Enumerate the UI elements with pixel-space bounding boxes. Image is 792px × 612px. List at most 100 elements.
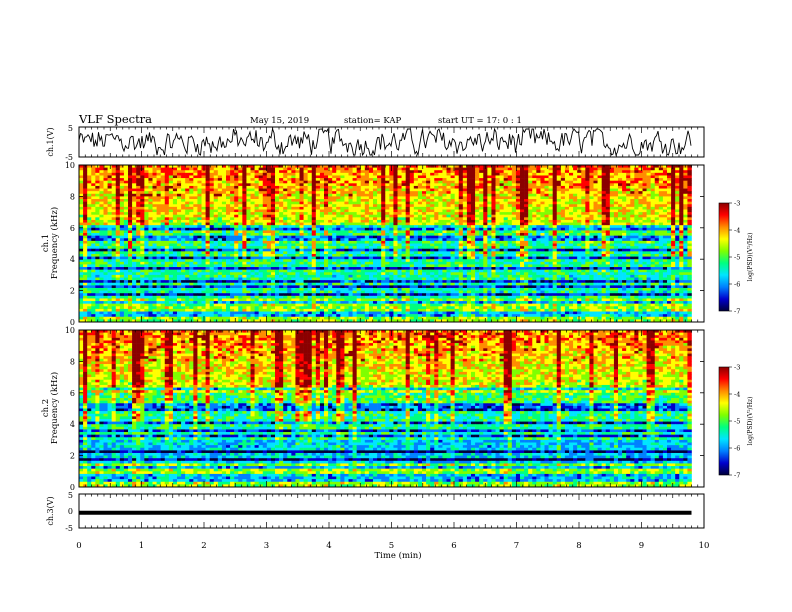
- spec-cell: [246, 212, 250, 215]
- spec-cell: [626, 183, 630, 186]
- spec-cell: [238, 249, 242, 252]
- spec-cell: [287, 186, 291, 189]
- spec-cell: [398, 238, 402, 241]
- spec-cell: [148, 183, 152, 186]
- spec-cell: [610, 246, 614, 249]
- spec-cell: [447, 189, 451, 192]
- spec-cell: [626, 191, 630, 194]
- spec-cell: [353, 244, 357, 247]
- spec-cell: [136, 194, 140, 197]
- spec-cell: [561, 246, 565, 249]
- spec-cell: [116, 196, 120, 199]
- spec-cell: [267, 236, 271, 239]
- spec-cell: [116, 215, 120, 218]
- spec-cell: [132, 207, 136, 210]
- spec-cell: [210, 173, 214, 176]
- spec-cell: [251, 223, 255, 226]
- spec-cell: [234, 217, 238, 220]
- spec-cell: [283, 181, 287, 184]
- spec-cell: [128, 230, 132, 233]
- spec-cell: [177, 178, 181, 181]
- spec-cell: [683, 209, 687, 212]
- spec-cell: [79, 181, 83, 184]
- spec-cell: [202, 178, 206, 181]
- spec-cell: [569, 215, 573, 218]
- spec-cell: [438, 194, 442, 197]
- spec-cell: [316, 217, 320, 220]
- spec-cell: [91, 196, 95, 199]
- spec-cell: [683, 181, 687, 184]
- spec-cell: [430, 168, 434, 171]
- spec-cell: [210, 183, 214, 186]
- spec-cell: [267, 202, 271, 205]
- spec-cell: [447, 209, 451, 212]
- spec-cell: [128, 170, 132, 173]
- spec-cell: [242, 217, 246, 220]
- spec-cell: [528, 186, 532, 189]
- spec-cell: [418, 230, 422, 233]
- spec-cell: [324, 168, 328, 171]
- spec-cell: [361, 249, 365, 252]
- spec-cell: [475, 191, 479, 194]
- spec-cell: [557, 191, 561, 194]
- spec-cell: [377, 236, 381, 239]
- spec-cell: [467, 199, 471, 202]
- spec-cell: [144, 196, 148, 199]
- spec-cell: [287, 209, 291, 212]
- spec-cell: [626, 204, 630, 207]
- spec-cell: [132, 212, 136, 215]
- spec-cell: [426, 170, 430, 173]
- spec-cell: [622, 225, 626, 228]
- spec-cell: [553, 233, 557, 236]
- spec-cell: [165, 189, 169, 192]
- spec-cell: [320, 230, 324, 233]
- spec-cell: [500, 238, 504, 241]
- spec-cell: [459, 225, 463, 228]
- spec-cell: [165, 168, 169, 171]
- spec-cell: [353, 170, 357, 173]
- spec-cell: [634, 223, 638, 226]
- spec-cell: [455, 183, 459, 186]
- spec-cell: [308, 225, 312, 228]
- spec-cell: [524, 189, 528, 192]
- spec-cell: [414, 181, 418, 184]
- spec-cell: [418, 228, 422, 231]
- spec-cell: [255, 220, 259, 223]
- spec-cell: [128, 168, 132, 171]
- spec-cell: [467, 225, 471, 228]
- spec-cell: [663, 191, 667, 194]
- spec-cell: [153, 175, 157, 178]
- spec-cell: [157, 217, 161, 220]
- spec-cell: [389, 202, 393, 205]
- spec-cell: [87, 233, 91, 236]
- spec-cell: [153, 223, 157, 226]
- spec-cell: [393, 191, 397, 194]
- spec-cell: [251, 178, 255, 181]
- spec-cell: [140, 181, 144, 184]
- spec-cell: [618, 170, 622, 173]
- spec-cell: [557, 168, 561, 171]
- spec-cell: [104, 217, 108, 220]
- spec-cell: [132, 175, 136, 178]
- spec-cell: [467, 209, 471, 212]
- spec-cell: [177, 225, 181, 228]
- spec-cell: [332, 244, 336, 247]
- spec-cell: [438, 249, 442, 252]
- vlf-figure: VLF Spectra May 15, 2019 station= KAP st…: [0, 0, 792, 612]
- spec-cell: [377, 181, 381, 184]
- spec-cell: [643, 215, 647, 218]
- spec-cell: [614, 233, 618, 236]
- spec-cell: [414, 249, 418, 252]
- spec-cell: [606, 194, 610, 197]
- spec-cell: [504, 217, 508, 220]
- spec-cell: [618, 191, 622, 194]
- spec-cell: [263, 189, 267, 192]
- spec-cell: [283, 204, 287, 207]
- spec-cell: [275, 249, 279, 252]
- spec-cell: [181, 223, 185, 226]
- spec-cell: [316, 175, 320, 178]
- spec-cell: [234, 209, 238, 212]
- spec-cell: [463, 202, 467, 205]
- spec-cell: [173, 233, 177, 236]
- spec-cell: [255, 196, 259, 199]
